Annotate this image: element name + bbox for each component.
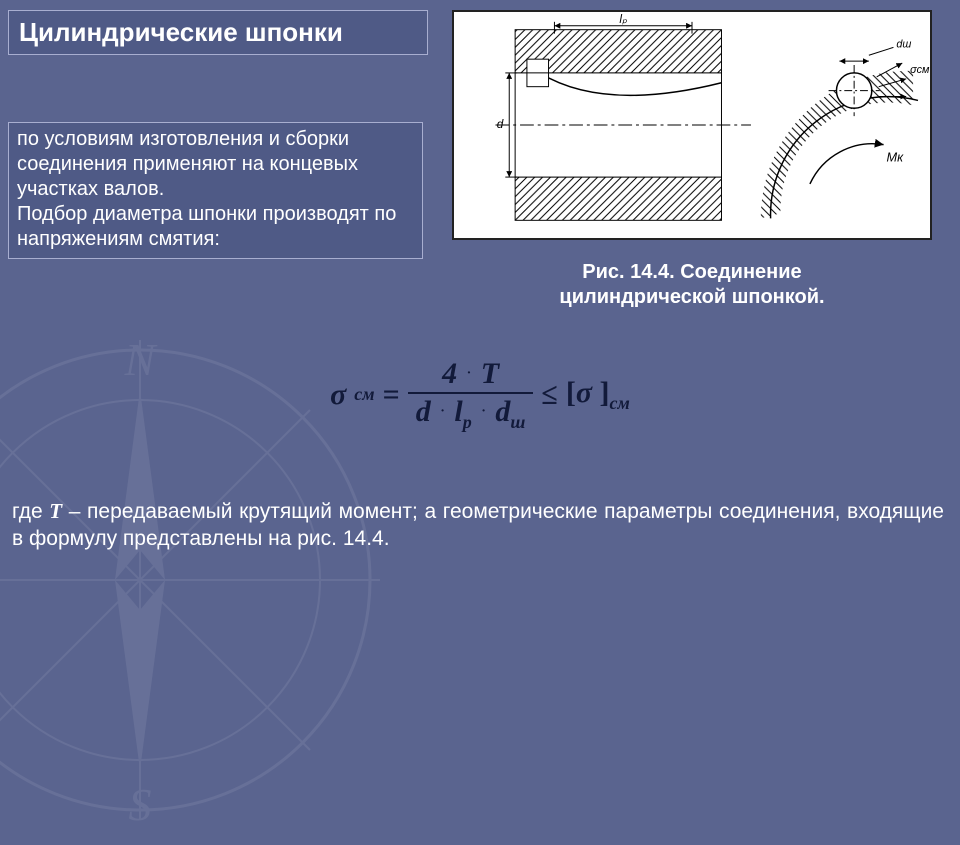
formula-leq: ≤ [541, 378, 557, 412]
figure-caption: Рис. 14.4. Соединение цилиндрической шпо… [452, 260, 932, 310]
explanation-text: где T – передаваемый крутящий момент; а … [12, 498, 944, 553]
rhs-open: [ [566, 376, 576, 409]
svg-text:Mк: Mк [887, 149, 905, 164]
explain-pre: где [12, 500, 49, 523]
formula-block: σсм = 4 · T d · lp · dш ≤ [σ ]см [0, 358, 960, 431]
svg-text:dш: dш [896, 38, 911, 50]
formula-eq: = [383, 378, 400, 412]
intro-paragraph: по условиям изготовления и сборки соедин… [8, 122, 423, 259]
den-d2-sub: ш [510, 412, 525, 432]
den-l-sub: p [463, 412, 472, 432]
para-line2: Подбор диаметра шпонки производят по нап… [17, 203, 396, 250]
rhs-close: ] [600, 376, 610, 409]
den-l: l [454, 395, 462, 428]
svg-text:σсм: σсм [910, 64, 930, 76]
para-line1: по условиям изготовления и сборки соедин… [17, 128, 358, 200]
explain-post: – передаваемый крутящий момент; а геомет… [12, 500, 944, 550]
num-dot: · [465, 366, 474, 381]
formula-sigma-sub: см [354, 384, 374, 405]
den-dot2: · [479, 404, 488, 419]
svg-text:S: S [129, 779, 152, 830]
figure-14-4: lₚ d dш σсм Mк [452, 10, 932, 240]
slide-title: Цилиндрические шпонки [8, 10, 428, 55]
formula-sigma: σ [330, 378, 346, 412]
svg-text:d: d [497, 118, 504, 131]
rhs-sigma: σ [576, 376, 592, 409]
caption-line1: Рис. 14.4. Соединение [582, 261, 801, 283]
caption-line2: цилиндрической шпонкой. [559, 286, 824, 308]
num-T: T [481, 357, 499, 390]
den-d: d [416, 395, 431, 428]
den-d2: d [495, 395, 510, 428]
rhs-sub: см [610, 393, 630, 413]
formula-fraction: 4 · T d · lp · dш [408, 358, 534, 431]
num-4: 4 [442, 357, 457, 390]
explain-var-T: T [49, 499, 62, 523]
svg-text:lₚ: lₚ [619, 13, 627, 26]
den-dot1: · [438, 404, 447, 419]
